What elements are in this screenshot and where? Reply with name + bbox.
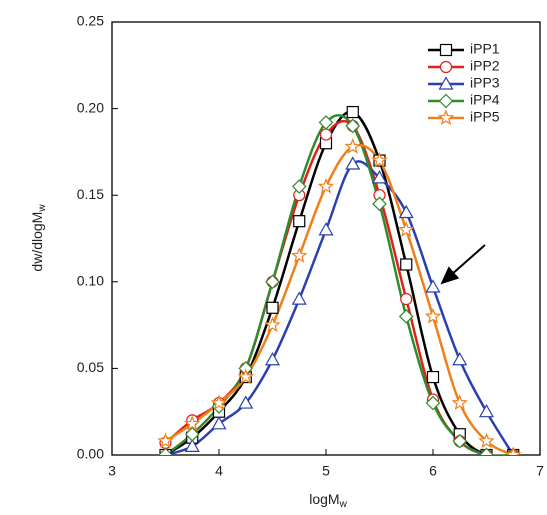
x-tick-label: 6 (429, 463, 437, 479)
legend-label: iPP3 (470, 75, 500, 91)
marker (264, 316, 281, 333)
marker (426, 370, 440, 384)
marker (478, 432, 495, 449)
marker (264, 352, 281, 366)
marker (157, 432, 174, 449)
marker (398, 221, 415, 237)
marker (184, 438, 200, 452)
marker (451, 394, 468, 411)
x-tick-label: 3 (108, 463, 116, 479)
marker (438, 93, 454, 109)
y-tick-label: 0.15 (77, 186, 104, 202)
marker (438, 76, 454, 90)
marker (345, 118, 361, 134)
y-tick-label: 0.25 (77, 13, 104, 29)
marker (398, 309, 414, 324)
x-axis-label: logMw (309, 491, 347, 510)
marker (344, 138, 361, 154)
marker (345, 156, 361, 170)
marker (346, 105, 359, 119)
x-tick-label: 7 (536, 463, 544, 479)
marker (371, 170, 388, 184)
marker (439, 43, 453, 57)
series-line (164, 143, 514, 455)
marker (291, 291, 307, 305)
marker (479, 447, 494, 455)
marker (184, 426, 200, 442)
annotation-arrow (440, 244, 486, 285)
y-axis-label: dw/dlogMw (29, 204, 48, 272)
marker (184, 415, 201, 431)
marker (318, 115, 334, 130)
marker (505, 446, 522, 455)
x-tick-label: 4 (215, 463, 223, 479)
marker (238, 395, 254, 409)
marker (439, 60, 453, 74)
series-line (164, 110, 514, 455)
plot-area (157, 105, 522, 455)
marker (210, 394, 228, 411)
marker (158, 447, 173, 455)
marker (266, 301, 279, 314)
marker (400, 258, 413, 271)
legend-label: iPP1 (470, 41, 500, 57)
y-tick-label: 0.10 (77, 273, 104, 289)
marker (437, 109, 455, 126)
marker (211, 416, 227, 430)
legend-label: iPP4 (470, 92, 500, 108)
legend-label: iPP5 (470, 109, 500, 125)
y-tick-label: 0.00 (77, 446, 104, 462)
marker (425, 279, 441, 293)
marker (372, 196, 387, 212)
marker (425, 395, 441, 411)
marker (319, 128, 333, 141)
marker (371, 151, 388, 168)
marker (293, 215, 306, 228)
marker (424, 307, 442, 324)
marker (318, 222, 334, 236)
marker (291, 179, 307, 194)
marker (478, 403, 495, 418)
marker (400, 293, 413, 306)
marker (291, 247, 308, 263)
y-tick-label: 0.05 (77, 359, 104, 375)
marker (398, 204, 414, 219)
y-tick-label: 0.20 (77, 99, 104, 115)
series-line (165, 160, 515, 455)
marker (452, 352, 468, 366)
marker (452, 433, 468, 449)
legend-label: iPP2 (470, 58, 500, 74)
x-tick-label: 5 (322, 463, 330, 479)
marker (237, 368, 254, 385)
marker (317, 177, 335, 194)
marker (265, 274, 280, 290)
